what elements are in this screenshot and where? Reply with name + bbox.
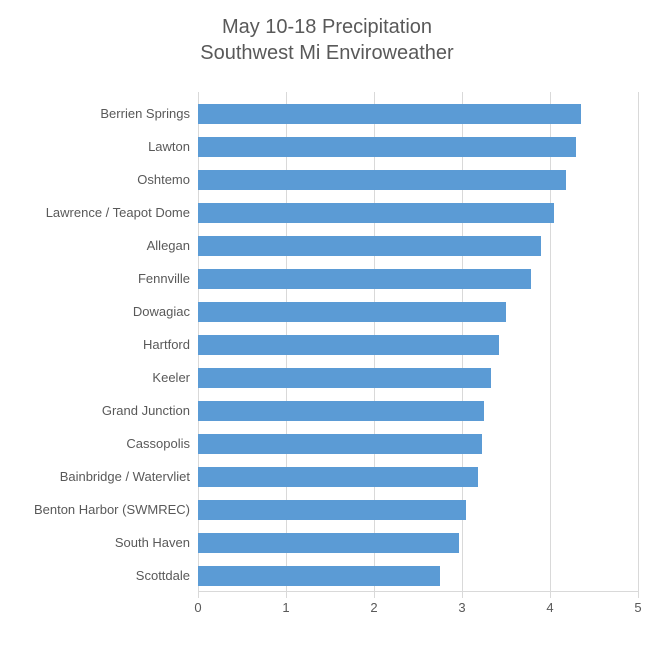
bar — [198, 302, 506, 322]
bar-row — [198, 170, 566, 190]
y-axis-label: Lawton — [0, 137, 190, 157]
x-axis-tick — [638, 592, 639, 598]
x-axis-tick — [462, 592, 463, 598]
bar — [198, 467, 478, 487]
x-axis-label: 4 — [546, 600, 553, 615]
bar-row — [198, 335, 499, 355]
bar-row — [198, 500, 466, 520]
bar — [198, 335, 499, 355]
bar — [198, 368, 491, 388]
precipitation-chart: May 10-18 Precipitation Southwest Mi Env… — [0, 0, 654, 648]
bar-row — [198, 137, 576, 157]
y-axis-label: Bainbridge / Watervliet — [0, 467, 190, 487]
bar — [198, 104, 581, 124]
bar — [198, 137, 576, 157]
y-axis-label: Berrien Springs — [0, 104, 190, 124]
bar — [198, 566, 440, 586]
plot-area — [198, 92, 638, 592]
bar — [198, 269, 531, 289]
y-axis-label: Keeler — [0, 368, 190, 388]
x-axis-label: 2 — [370, 600, 377, 615]
bar-row — [198, 203, 554, 223]
x-axis-tick — [374, 592, 375, 598]
bar-row — [198, 533, 459, 553]
x-axis-label: 0 — [194, 600, 201, 615]
gridline — [638, 92, 639, 592]
y-axis-labels: Berrien Springs Lawton Oshtemo Lawrence / T… — [0, 92, 190, 592]
x-axis-tick — [198, 592, 199, 598]
bar — [198, 203, 554, 223]
y-axis-label: Benton Harbor (SWMREC) — [0, 500, 190, 520]
y-axis-label: Cassopolis — [0, 434, 190, 454]
y-axis-label: Allegan — [0, 236, 190, 256]
chart-title-line2: Southwest Mi Enviroweather — [0, 40, 654, 66]
bar — [198, 500, 466, 520]
y-axis-label: South Haven — [0, 533, 190, 553]
x-axis-label: 3 — [458, 600, 465, 615]
x-axis-tick — [286, 592, 287, 598]
bar-row — [198, 401, 484, 421]
y-axis-label: Dowagiac — [0, 302, 190, 322]
bar-row — [198, 368, 491, 388]
y-axis-label: Lawrence / Teapot Dome — [0, 203, 190, 223]
x-axis-tick — [550, 592, 551, 598]
bar-row — [198, 302, 506, 322]
bar — [198, 434, 482, 454]
bar-row — [198, 104, 581, 124]
bars-group — [198, 92, 638, 592]
x-axis: 012345 — [198, 592, 638, 622]
y-axis-label: Fennville — [0, 269, 190, 289]
bar — [198, 401, 484, 421]
chart-title: May 10-18 Precipitation Southwest Mi Env… — [0, 0, 654, 66]
bar-row — [198, 236, 541, 256]
bar-row — [198, 566, 440, 586]
x-axis-label: 5 — [634, 600, 641, 615]
y-axis-label: Oshtemo — [0, 170, 190, 190]
y-axis-label: Scottdale — [0, 566, 190, 586]
y-axis-label: Grand Junction — [0, 401, 190, 421]
bar — [198, 170, 566, 190]
bar-row — [198, 434, 482, 454]
chart-title-line1: May 10-18 Precipitation — [0, 14, 654, 40]
y-axis-label: Hartford — [0, 335, 190, 355]
bar — [198, 533, 459, 553]
bar — [198, 236, 541, 256]
x-axis-label: 1 — [282, 600, 289, 615]
bar-row — [198, 467, 478, 487]
bar-row — [198, 269, 531, 289]
